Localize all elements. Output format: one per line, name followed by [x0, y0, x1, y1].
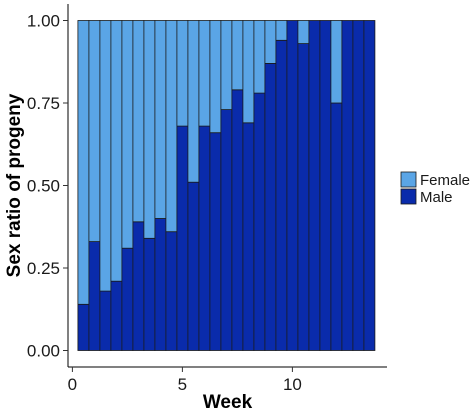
y-tick-label: 0.25: [27, 259, 60, 278]
legend-swatch-male: [400, 188, 417, 205]
bar-male-5: [121, 247, 134, 351]
legend-label-male: Male: [420, 189, 453, 206]
bar-female-9: [165, 20, 178, 233]
bar-male-24: [330, 102, 343, 351]
bar-female-1: [77, 20, 90, 305]
bar-male-19: [275, 39, 288, 351]
bar-male-26: [352, 20, 365, 351]
bar-male-8: [154, 218, 167, 351]
bar-male-10: [176, 125, 189, 351]
bar-female-14: [220, 20, 233, 110]
bar-female-18: [264, 20, 277, 64]
bar-female-12: [198, 20, 211, 127]
bar-female-17: [253, 20, 266, 94]
y-tick-label: 0.75: [27, 94, 60, 113]
bar-male-6: [132, 221, 145, 351]
bar-male-22: [308, 20, 321, 351]
bar-female-16: [242, 20, 255, 124]
bar-female-15: [231, 20, 244, 91]
y-axis-title: Sex ratio of progeny: [4, 93, 25, 277]
bar-female-24: [330, 20, 343, 104]
bar-male-9: [165, 231, 178, 351]
y-ticks: 0.00 0.25 0.50 0.75 1.00: [27, 12, 68, 361]
bar-male-16: [242, 122, 255, 351]
x-tick-label: 10: [283, 375, 302, 394]
bar-male-13: [209, 132, 222, 351]
bar-male-18: [264, 63, 277, 351]
x-tick-label: 0: [68, 375, 77, 394]
bar-female-21: [297, 20, 310, 45]
y-tick-label: 0.50: [27, 177, 60, 196]
bar-male-4: [110, 280, 123, 351]
bar-male-20: [286, 20, 299, 351]
y-tick-label: 1.00: [27, 12, 60, 31]
bar-male-27: [363, 20, 376, 351]
bar-female-4: [110, 20, 123, 282]
bar-female-5: [121, 20, 134, 249]
bar-male-21: [297, 43, 310, 351]
legend-label-female: Female: [420, 172, 470, 189]
bar-male-23: [319, 20, 332, 351]
bar-female-8: [154, 20, 167, 219]
bar-male-14: [220, 109, 233, 351]
bar-male-25: [341, 20, 354, 351]
bar-female-10: [176, 20, 189, 127]
bar-female-19: [275, 20, 288, 41]
bar-female-6: [132, 20, 145, 223]
x-ticks: 0 5 10: [68, 367, 302, 394]
bar-male-17: [253, 92, 266, 351]
bar-male-1: [77, 303, 90, 351]
bar-male-12: [198, 125, 211, 351]
bar-male-3: [99, 290, 112, 351]
bar-male-2: [88, 241, 101, 351]
bar-female-11: [187, 20, 200, 183]
bar-female-13: [209, 20, 222, 134]
bar-male-11: [187, 181, 200, 351]
bar-female-3: [99, 20, 112, 292]
bar-female-7: [143, 20, 156, 239]
y-tick-label: 0.00: [27, 342, 60, 361]
legend-swatch-female: [400, 171, 417, 188]
x-tick-label: 5: [178, 375, 187, 394]
bars-layer: [77, 20, 376, 351]
bar-male-15: [231, 89, 244, 351]
bar-female-2: [88, 20, 101, 243]
x-axis-title: Week: [203, 392, 253, 411]
bar-male-7: [143, 237, 156, 351]
